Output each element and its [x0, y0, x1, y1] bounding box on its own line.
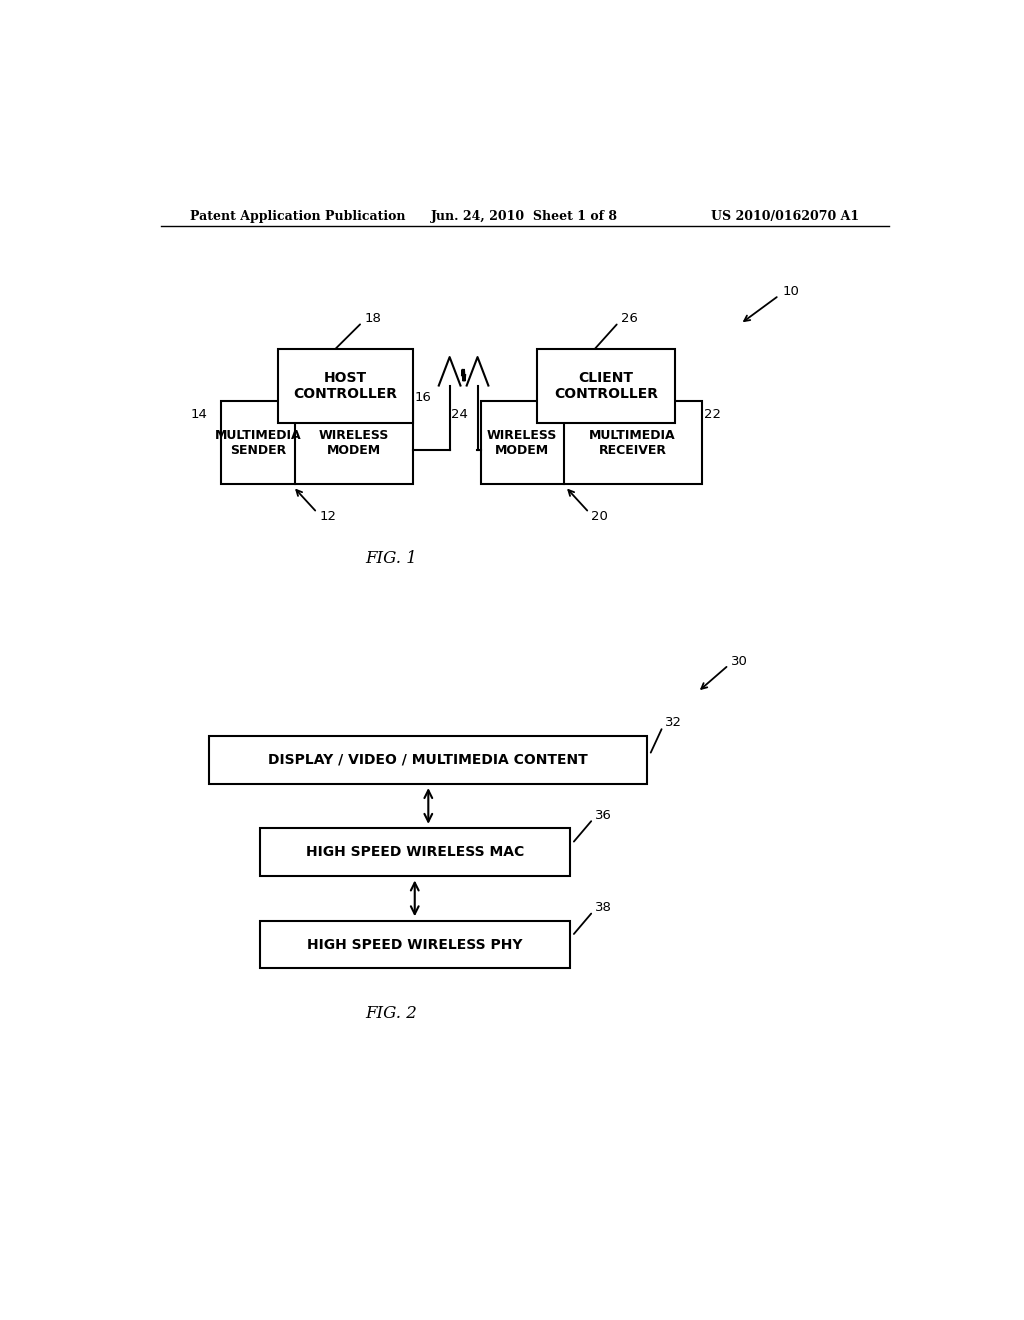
Bar — [538, 350, 675, 422]
Text: 10: 10 — [783, 285, 800, 298]
Text: FIG. 1: FIG. 1 — [366, 550, 418, 568]
Text: WIRELESS
MODEM: WIRELESS MODEM — [318, 429, 389, 457]
Text: 12: 12 — [319, 510, 337, 523]
Text: MULTIMEDIA
RECEIVER: MULTIMEDIA RECEIVER — [589, 429, 676, 457]
Text: HIGH SPEED WIRELESS PHY: HIGH SPEED WIRELESS PHY — [307, 937, 522, 952]
Text: Jun. 24, 2010  Sheet 1 of 8: Jun. 24, 2010 Sheet 1 of 8 — [431, 210, 618, 223]
Text: 16: 16 — [415, 391, 432, 404]
Text: 38: 38 — [595, 902, 612, 915]
Text: 22: 22 — [703, 408, 721, 421]
Bar — [480, 401, 701, 484]
Text: 14: 14 — [190, 408, 208, 421]
Bar — [209, 737, 647, 784]
Text: 26: 26 — [621, 312, 638, 325]
Text: HOST
CONTROLLER: HOST CONTROLLER — [294, 371, 397, 401]
Text: Patent Application Publication: Patent Application Publication — [190, 210, 406, 223]
Text: MULTIMEDIA
SENDER: MULTIMEDIA SENDER — [214, 429, 301, 457]
Text: WIRELESS
MODEM: WIRELESS MODEM — [486, 429, 557, 457]
Bar — [221, 401, 414, 484]
Bar — [260, 921, 569, 969]
Text: 18: 18 — [365, 312, 381, 325]
Text: 30: 30 — [731, 655, 748, 668]
Bar — [260, 829, 569, 876]
Text: 20: 20 — [592, 510, 608, 523]
Text: CLIENT
CONTROLLER: CLIENT CONTROLLER — [554, 371, 658, 401]
Text: DISPLAY / VIDEO / MULTIMEDIA CONTENT: DISPLAY / VIDEO / MULTIMEDIA CONTENT — [268, 752, 588, 767]
Text: FIG. 2: FIG. 2 — [366, 1005, 418, 1022]
Text: 32: 32 — [665, 717, 682, 730]
Text: 24: 24 — [451, 408, 467, 421]
Text: HIGH SPEED WIRELESS MAC: HIGH SPEED WIRELESS MAC — [305, 845, 524, 859]
Bar — [278, 350, 414, 422]
Text: 36: 36 — [595, 809, 612, 822]
Text: US 2010/0162070 A1: US 2010/0162070 A1 — [712, 210, 859, 223]
